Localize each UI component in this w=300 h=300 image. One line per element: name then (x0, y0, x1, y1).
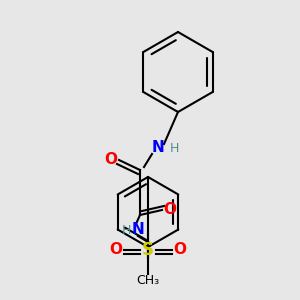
Text: H: H (121, 224, 131, 236)
Text: S: S (142, 241, 154, 259)
Text: N: N (152, 140, 164, 155)
Text: CH₃: CH₃ (136, 274, 160, 286)
Text: O: O (173, 242, 187, 257)
Text: O: O (104, 152, 118, 167)
Text: O: O (164, 202, 176, 217)
Text: H: H (169, 142, 179, 154)
Text: N: N (132, 223, 144, 238)
Text: O: O (110, 242, 122, 257)
